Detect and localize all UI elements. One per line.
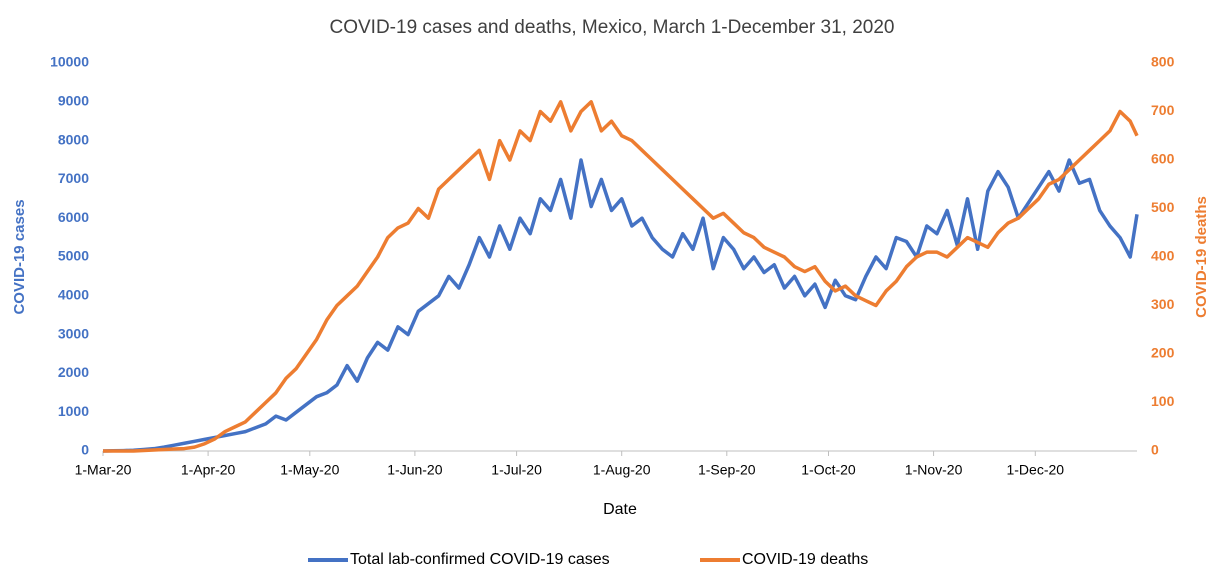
y2-tick-label: 600 — [1151, 151, 1175, 167]
y-axis-title: COVID-19 cases — [11, 199, 28, 314]
x-tick-label: 1-Jun-20 — [387, 462, 442, 478]
y-tick-label: 3000 — [58, 325, 89, 341]
y2-axis-title: COVID-19 deaths — [1193, 196, 1210, 318]
y2-tick-label: 100 — [1151, 393, 1175, 409]
legend-label: Total lab-confirmed COVID-19 cases — [350, 551, 610, 568]
y2-tick-label: 200 — [1151, 345, 1175, 361]
y2-tick-label: 500 — [1151, 199, 1175, 215]
y-tick-label: 4000 — [58, 287, 89, 303]
y-tick-label: 7000 — [58, 170, 89, 186]
y-tick-label: 6000 — [58, 209, 89, 225]
y2-tick-label: 400 — [1151, 248, 1175, 264]
x-tick-label: 1-May-20 — [280, 462, 339, 478]
y-tick-label: 2000 — [58, 364, 89, 380]
x-tick-label: 1-Nov-20 — [905, 462, 963, 478]
y2-tick-label: 0 — [1151, 442, 1159, 458]
y-tick-label: 0 — [81, 442, 89, 458]
x-tick-label: 1-Aug-20 — [593, 462, 651, 478]
y-tick-label: 5000 — [58, 248, 89, 264]
y2-tick-label: 300 — [1151, 296, 1175, 312]
x-tick-label: 1-Mar-20 — [75, 462, 132, 478]
x-tick-label: 1-Dec-20 — [1006, 462, 1064, 478]
y-tick-label: 10000 — [50, 54, 89, 70]
chart-title: COVID-19 cases and deaths, Mexico, March… — [330, 17, 895, 38]
data-line — [102, 158, 1139, 453]
y-tick-label: 1000 — [58, 403, 89, 419]
y-tick-label: 8000 — [58, 131, 89, 147]
data-line — [103, 100, 1139, 453]
legend-label: COVID-19 deaths — [742, 551, 868, 568]
x-tick-label: 1-Sep-20 — [698, 462, 756, 478]
x-tick-label: 1-Apr-20 — [181, 462, 236, 478]
x-tick-label: 1-Oct-20 — [801, 462, 856, 478]
y2-tick-label: 700 — [1151, 102, 1175, 118]
x-axis-title: Date — [603, 501, 637, 518]
y-tick-label: 9000 — [58, 93, 89, 109]
y2-tick-label: 800 — [1151, 54, 1175, 70]
x-tick-label: 1-Jul-20 — [491, 462, 542, 478]
